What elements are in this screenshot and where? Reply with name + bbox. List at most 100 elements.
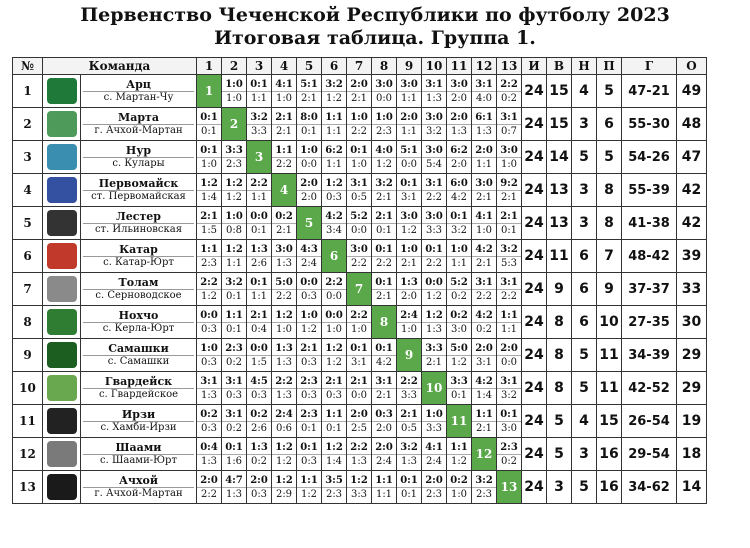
result-cell: 0:1 0:3 bbox=[296, 437, 322, 471]
result-cell: 5:0 1:2 bbox=[446, 338, 472, 372]
score-second-leg: 1:4 bbox=[197, 189, 221, 204]
score-first-leg: 1:2 bbox=[200, 177, 218, 189]
score-first-leg: 2:2 bbox=[200, 276, 218, 288]
score-first-leg: 2:2 bbox=[250, 177, 268, 189]
row-number: 10 bbox=[12, 371, 43, 405]
stat-games: 24 bbox=[521, 272, 547, 306]
diagonal-cell: 11 bbox=[446, 404, 472, 438]
score-first-leg: 2:3 bbox=[300, 408, 318, 420]
score-first-leg: 5:2 bbox=[350, 210, 368, 222]
score-second-leg: 2:9 bbox=[272, 486, 296, 501]
stat-goals: 37-37 bbox=[621, 272, 677, 306]
score-second-leg: 3:0 bbox=[447, 321, 471, 336]
score-second-leg: 0:3 bbox=[247, 387, 271, 402]
team-cell: Катар с. Катар-Юрт bbox=[80, 239, 197, 273]
score-second-leg: 1:0 bbox=[497, 156, 521, 171]
score-first-leg: 3:0 bbox=[425, 111, 443, 123]
team-name: Ирзи bbox=[121, 408, 156, 421]
result-cell: 3:0 3:3 bbox=[421, 206, 447, 240]
stat-wins: 8 bbox=[546, 371, 572, 405]
stat-losses: 7 bbox=[596, 239, 622, 273]
score-first-leg: 1:1 bbox=[225, 309, 243, 321]
stat-wins: 13 bbox=[546, 173, 572, 207]
score-second-leg: 0:1 bbox=[297, 123, 321, 138]
result-cell: 0:0 1:5 bbox=[246, 338, 272, 372]
score-second-leg: 2:2 bbox=[347, 123, 371, 138]
score-first-leg: 2:0 bbox=[425, 474, 443, 486]
score-first-leg: 2:0 bbox=[450, 111, 468, 123]
score-second-leg: 3:4 bbox=[322, 222, 346, 237]
result-cell: 3:0 3:2 bbox=[421, 107, 447, 141]
result-cell: 0:0 0:3 bbox=[196, 305, 222, 339]
stat-losses: 9 bbox=[596, 272, 622, 306]
score-first-leg: 2:1 bbox=[300, 342, 318, 354]
header-round: 4 bbox=[271, 57, 297, 75]
stat-goals: 48-42 bbox=[621, 239, 677, 273]
result-cell: 1:2 1:3 bbox=[421, 305, 447, 339]
stat-losses: 11 bbox=[596, 371, 622, 405]
score-second-leg: 0:1 bbox=[322, 420, 346, 435]
result-cell: 3:1 2:2 bbox=[421, 173, 447, 207]
score-second-leg: 2:0 bbox=[447, 90, 471, 105]
score-second-leg: 0:2 bbox=[222, 420, 246, 435]
score-second-leg: 1:2 bbox=[397, 222, 421, 237]
header-row: № Команда 1 2 3 4 5 6 7 8 9 10 11 12 13 … bbox=[12, 57, 707, 75]
result-cell: 0:1 1:1 bbox=[246, 74, 272, 108]
score-second-leg: 1:6 bbox=[222, 453, 246, 468]
score-second-leg: 2:3 bbox=[372, 123, 396, 138]
score-first-leg: 1:2 bbox=[325, 342, 343, 354]
team-logo-icon bbox=[46, 441, 77, 467]
score-first-leg: 0:1 bbox=[375, 243, 393, 255]
result-cell: 2:4 0:6 bbox=[271, 404, 297, 438]
result-cell: 3:0 2:1 bbox=[471, 173, 497, 207]
row-number: 11 bbox=[12, 404, 43, 438]
result-cell: 1:1 2:2 bbox=[271, 140, 297, 174]
header-round: 13 bbox=[496, 57, 522, 75]
stat-games: 24 bbox=[521, 470, 547, 504]
score-second-leg: 2:3 bbox=[472, 486, 496, 501]
score-second-leg: 2:1 bbox=[372, 189, 396, 204]
result-cell: 2:2 3:3 bbox=[396, 371, 422, 405]
result-cell: 2:1 0:1 bbox=[371, 206, 397, 240]
score-second-leg: 0:1 bbox=[497, 222, 521, 237]
score-second-leg: 1:3 bbox=[272, 387, 296, 402]
score-second-leg: 2:1 bbox=[372, 288, 396, 303]
stat-draws: 5 bbox=[571, 371, 597, 405]
result-cell: 2:0 1:1 bbox=[396, 107, 422, 141]
result-cell: 1:0 1:2 bbox=[296, 305, 322, 339]
result-cell: 0:1 0:1 bbox=[396, 470, 422, 504]
score-first-leg: 0:1 bbox=[500, 408, 518, 420]
result-cell: 3:1 0:3 bbox=[221, 371, 247, 405]
score-second-leg: 0:3 bbox=[297, 288, 321, 303]
score-second-leg: 2:1 bbox=[397, 255, 421, 270]
result-cell: 0:2 3:0 bbox=[446, 305, 472, 339]
team-logo-cell bbox=[42, 371, 81, 405]
result-cell: 0:1 1:1 bbox=[246, 272, 272, 306]
score-first-leg: 0:2 bbox=[450, 474, 468, 486]
team-cell: Лестер ст. Ильиновская bbox=[80, 206, 197, 240]
stat-points: 29 bbox=[676, 371, 707, 405]
score-second-leg: 1:2 bbox=[447, 354, 471, 369]
score-first-leg: 5:0 bbox=[450, 342, 468, 354]
score-first-leg: 0:0 bbox=[325, 309, 343, 321]
result-cell: 1:1 1:1 bbox=[321, 107, 347, 141]
score-first-leg: 1:0 bbox=[425, 408, 443, 420]
score-second-leg: 0:1 bbox=[222, 288, 246, 303]
score-second-leg: 1:3 bbox=[272, 354, 296, 369]
result-cell: 3:1 1:3 bbox=[196, 371, 222, 405]
score-second-leg: 1:0 bbox=[347, 156, 371, 171]
score-first-leg: 0:1 bbox=[450, 210, 468, 222]
result-cell: 0:4 1:3 bbox=[196, 437, 222, 471]
score-second-leg: 2:1 bbox=[422, 354, 446, 369]
score-first-leg: 1:0 bbox=[350, 111, 368, 123]
score-first-leg: 2:1 bbox=[500, 210, 518, 222]
stat-draws: 5 bbox=[571, 140, 597, 174]
score-first-leg: 2:0 bbox=[350, 408, 368, 420]
result-cell: 2:2 1:1 bbox=[246, 173, 272, 207]
stat-goals: 34-39 bbox=[621, 338, 677, 372]
score-second-leg: 0:2 bbox=[472, 321, 496, 336]
result-cell: 0:0 1:2 bbox=[421, 272, 447, 306]
score-second-leg: 2:4 bbox=[422, 453, 446, 468]
score-second-leg: 1:1 bbox=[247, 288, 271, 303]
score-first-leg: 3:1 bbox=[200, 375, 218, 387]
